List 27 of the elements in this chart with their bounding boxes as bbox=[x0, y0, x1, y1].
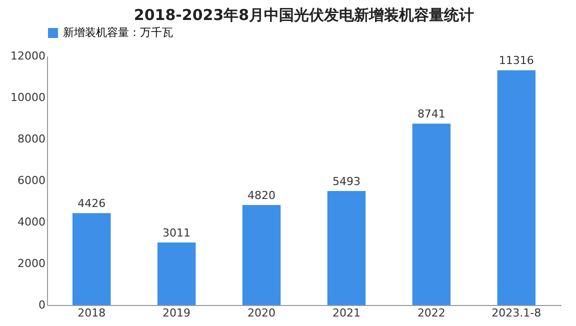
bar bbox=[72, 213, 111, 305]
y-tick-label: 0 bbox=[38, 298, 46, 312]
bar bbox=[412, 124, 451, 305]
y-tick-label: 8000 bbox=[18, 132, 46, 146]
bar bbox=[242, 204, 281, 305]
data-label: 3011 bbox=[162, 226, 191, 240]
x-tick-label: 2021 bbox=[332, 306, 360, 320]
x-tick-label: 2022 bbox=[417, 306, 446, 320]
chart-title: 2018-2023年8月中国光伏发电新增装机容量统计 bbox=[134, 6, 474, 24]
y-tick-label: 10000 bbox=[10, 91, 46, 104]
data-label: 8741 bbox=[417, 108, 446, 121]
x-tick-label: 2018 bbox=[78, 306, 106, 320]
y-tick-label: 6000 bbox=[18, 174, 46, 187]
y-tick-label: 2000 bbox=[18, 257, 46, 270]
data-label: 4426 bbox=[78, 197, 106, 210]
x-tick-label: 2020 bbox=[248, 306, 276, 320]
legend-label: 新增装机容量：万千瓦 bbox=[63, 26, 173, 39]
data-label: 5493 bbox=[332, 175, 360, 188]
y-tick-label: 4000 bbox=[18, 216, 46, 228]
data-label: 11316 bbox=[498, 54, 534, 68]
bar bbox=[497, 70, 536, 305]
x-tick-label: 2023.1-8 bbox=[492, 306, 542, 320]
bar bbox=[157, 242, 196, 305]
bar bbox=[327, 191, 366, 305]
y-tick-label: 12000 bbox=[10, 50, 46, 62]
data-label: 4820 bbox=[248, 188, 276, 202]
x-tick-label: 2019 bbox=[162, 306, 191, 320]
